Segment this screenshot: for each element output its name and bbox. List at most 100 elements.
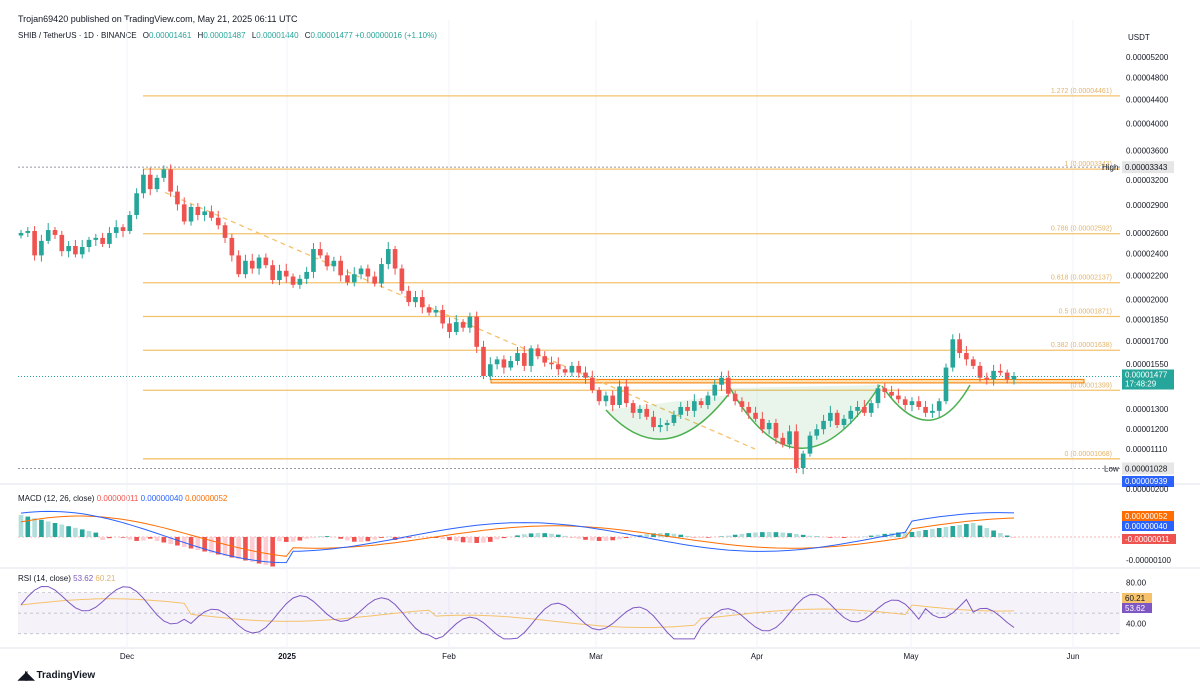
rsi-legend-value: 53.62 xyxy=(73,574,94,583)
candle-body xyxy=(494,359,500,365)
head-fill xyxy=(730,385,880,449)
open-value: 0.00001461 xyxy=(149,31,192,40)
macd-histogram-bar xyxy=(188,537,194,549)
candle-body xyxy=(800,453,806,468)
change-value: +0.00000016 (+1.10%) xyxy=(355,31,437,40)
macd-histogram-bar xyxy=(766,532,772,537)
rsi-legend-label: RSI (14, close) xyxy=(18,574,71,583)
candle-body xyxy=(671,414,677,423)
macd-histogram-bar xyxy=(270,537,275,567)
candle-body xyxy=(930,410,935,413)
macd-histogram-bar xyxy=(834,537,840,538)
macd-histogram-bar xyxy=(841,537,847,538)
candle-body xyxy=(283,270,289,277)
resistance-zone xyxy=(490,378,1085,384)
macd-histogram-bar xyxy=(583,537,588,540)
candle-body xyxy=(59,234,65,252)
tradingview-logo[interactable]: ◢◣ TradingView xyxy=(18,668,95,682)
macd-histogram-bar xyxy=(964,524,969,537)
macd-signal-tag-bg xyxy=(1122,511,1174,521)
symbol-name[interactable]: SHIB / TetherUS · 1D · BINANCE xyxy=(18,31,137,40)
rsi-y-tick-label: 80.00 xyxy=(1126,578,1147,587)
macd-histogram-bar xyxy=(66,526,71,537)
macd-histogram-bar xyxy=(243,537,248,561)
macd-histogram-bar xyxy=(79,529,85,537)
macd-histogram-bar xyxy=(324,536,330,537)
candle-body xyxy=(998,370,1003,373)
macd-histogram-bar xyxy=(739,533,745,537)
candle-body xyxy=(86,239,92,247)
macd-histogram-bar xyxy=(923,530,928,537)
macd-histogram-bar xyxy=(487,537,493,542)
candle-body xyxy=(263,257,269,266)
macd-histogram-bar xyxy=(25,516,31,537)
fib-level-label: 1 (0.00003343) xyxy=(1065,161,1112,168)
candle-body xyxy=(719,377,724,385)
low-tag-blue: 0.00000939 xyxy=(1125,477,1168,486)
rsi-line xyxy=(20,585,1015,640)
macd-histogram-bar xyxy=(440,537,445,540)
macd-histogram-bar xyxy=(120,537,126,538)
candle-body xyxy=(467,316,473,328)
candle-body xyxy=(209,211,214,218)
last-price-tag: 0.00001477 xyxy=(1125,370,1168,379)
rsi-ma-line xyxy=(20,598,1015,628)
macd-histogram-bar xyxy=(351,537,357,542)
left-shoulder-curve xyxy=(605,394,729,440)
macd-legend-hist: 0.00000011 xyxy=(96,494,139,503)
low-tag: 0.00001028 xyxy=(1125,464,1168,473)
candle-body xyxy=(385,249,391,265)
macd-histogram-bar xyxy=(705,537,711,538)
candle-body xyxy=(889,391,894,396)
candle-body xyxy=(338,260,343,276)
candle-body xyxy=(460,322,466,328)
fib-level-label: 0.382 (0.00001638) xyxy=(1051,342,1112,349)
macd-histogram-bar xyxy=(800,534,806,537)
candle-body xyxy=(134,193,139,216)
y-tick-label: 0.00002000 xyxy=(1126,296,1169,305)
candle-body xyxy=(807,435,813,454)
macd-histogram-bar xyxy=(453,537,459,542)
candle-body xyxy=(1004,372,1010,380)
macd-line xyxy=(20,510,1015,564)
candle-body xyxy=(692,401,697,411)
low-tag-bg xyxy=(1122,462,1174,475)
macd-histogram-bar xyxy=(161,537,167,543)
rsi-legend[interactable]: RSI (14, close) 53.62 60.21 xyxy=(18,574,115,583)
fib-level-label: 1.272 (0.00004461) xyxy=(1051,88,1112,95)
candle-body xyxy=(481,346,486,376)
candle-body xyxy=(698,401,704,406)
candle-body xyxy=(562,369,568,373)
macd-histogram-bar xyxy=(249,537,255,562)
macd-histogram-bar xyxy=(984,528,990,537)
candle-body xyxy=(73,245,78,255)
macd-histogram-bar xyxy=(195,537,201,550)
candle-body xyxy=(229,237,235,256)
candle-body xyxy=(447,323,452,332)
candle-body xyxy=(664,422,670,426)
macd-histogram-bar xyxy=(902,532,908,537)
macd-legend[interactable]: MACD (12, 26, close) 0.00000011 0.000000… xyxy=(18,494,227,503)
macd-histogram-bar xyxy=(678,534,684,537)
rsi-value-tag-bg xyxy=(1122,603,1152,613)
candle-body xyxy=(331,260,337,267)
fib-level-label: 0 (0.00001068) xyxy=(1065,451,1112,458)
macd-histogram-bar xyxy=(909,532,915,537)
macd-histogram-bar xyxy=(283,537,289,542)
candle-body xyxy=(345,275,350,283)
candle-body xyxy=(311,249,316,272)
high-tag-bg xyxy=(1122,161,1174,174)
macd-histogram-bar xyxy=(433,537,439,538)
close-value: 0.00001477 xyxy=(310,31,353,40)
y-tick-label: 0.00002600 xyxy=(1126,229,1169,238)
macd-histogram-bar xyxy=(345,537,350,541)
low-key: L xyxy=(251,31,257,40)
high-key: H xyxy=(197,31,204,40)
macd-y-tick-label: 0.00000200 xyxy=(1126,485,1169,494)
fib-level-label: 0.5 (0.00001871) xyxy=(1059,308,1112,315)
countdown-tag: 17:48:29 xyxy=(1125,379,1157,388)
candle-body xyxy=(977,365,983,378)
macd-histogram-bar xyxy=(215,537,221,555)
candle-body xyxy=(93,237,99,240)
